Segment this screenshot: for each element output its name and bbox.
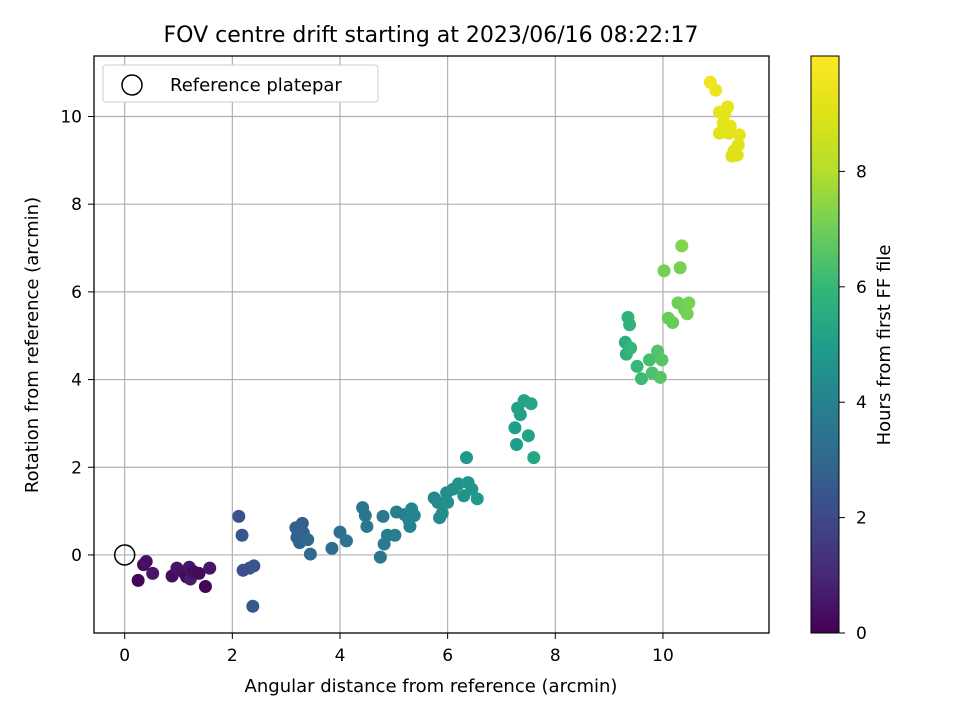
scatter-point (723, 119, 737, 133)
colorbar-tick-label: 6 (856, 278, 867, 298)
y-tick-label: 6 (71, 283, 82, 303)
x-tick-label: 8 (550, 646, 561, 666)
colorbar-gradient (810, 55, 840, 634)
scatter-point (198, 580, 212, 594)
scatter-point (325, 541, 339, 555)
scatter-point (712, 126, 726, 140)
scatter-point (407, 508, 421, 522)
x-tick-label: 2 (227, 646, 238, 666)
reference-marker-icon (113, 544, 136, 566)
scatter-point (623, 318, 637, 332)
scatter-point (246, 599, 260, 613)
scatter-point (524, 397, 538, 411)
scatter-point (521, 429, 535, 443)
scatter-point (653, 370, 667, 384)
scatter-point (403, 519, 417, 533)
y-tick-label: 0 (71, 546, 82, 566)
x-axis-label: Angular distance from reference (arcmin) (245, 676, 618, 697)
scatter-point (235, 528, 249, 542)
y-axis-ticks: 0 2 4 6 8 10 (60, 108, 94, 566)
chart-title: FOV centre drift starting at 2023/06/16 … (164, 23, 699, 48)
scatter-point (513, 408, 527, 422)
scatter-point (303, 547, 317, 561)
scatter-point (666, 316, 680, 330)
scatter-point (682, 296, 696, 310)
scatter-point (721, 100, 735, 114)
colorbar-label: Hours from first FF file (874, 245, 895, 446)
scatter-point (388, 528, 402, 542)
scatter-point (510, 437, 524, 451)
grid-lines (94, 56, 769, 633)
x-tick-label: 4 (335, 646, 346, 666)
y-tick-label: 8 (71, 195, 82, 215)
scatter-point (339, 534, 353, 548)
scatter-point (527, 451, 541, 465)
scatter-point (459, 451, 473, 465)
scatter-points (131, 75, 746, 613)
colorbar-tick-label: 2 (856, 509, 867, 529)
colorbar-tick-label: 4 (856, 393, 867, 413)
scatter-point (360, 519, 374, 533)
scatter-point (431, 495, 445, 509)
scatter-point (624, 341, 638, 355)
scatter-point (146, 566, 160, 580)
scatter-point (709, 83, 723, 97)
scatter-point (203, 561, 217, 575)
scatter-point (247, 559, 261, 573)
y-tick-label: 10 (60, 108, 82, 128)
scatter-point (657, 264, 671, 278)
scatter-point (643, 353, 657, 367)
scatter-point (470, 492, 484, 506)
scatter-point (508, 421, 522, 435)
scatter-point (680, 307, 694, 321)
colorbar: 0 2 4 6 8 Hours from first FF file (810, 55, 895, 644)
scatter-point (232, 509, 246, 523)
scatter-point (451, 477, 465, 491)
scatter-point (730, 148, 744, 162)
legend-entry-label: Reference platepar (170, 75, 342, 96)
scatter-point (732, 128, 746, 142)
scatter-point (131, 573, 145, 587)
scatter-point (731, 138, 745, 152)
x-axis-ticks: 0 2 4 6 8 10 (119, 633, 674, 666)
colorbar-tick-label: 0 (856, 624, 867, 644)
x-tick-label: 0 (119, 646, 130, 666)
scatter-point (675, 239, 689, 253)
y-tick-label: 2 (71, 458, 82, 478)
scatter-point (376, 509, 390, 523)
scatter-point (465, 482, 479, 496)
legend-box (102, 64, 379, 103)
legend-marker-icon (121, 74, 143, 96)
x-tick-label: 10 (652, 646, 674, 666)
reference-point (113, 544, 136, 566)
colorbar-tick-label: 8 (856, 162, 867, 182)
scatter-point (435, 506, 449, 520)
x-tick-label: 6 (442, 646, 453, 666)
scatter-point (655, 353, 669, 367)
scatter-point (630, 359, 644, 373)
scatter-point (139, 555, 153, 569)
y-tick-label: 4 (71, 371, 82, 391)
scatter-point (673, 261, 687, 275)
scatter-point (634, 372, 648, 386)
scatter-point (192, 566, 206, 580)
scatter-point (358, 508, 372, 522)
scatter-point (441, 495, 455, 509)
y-axis-label: Rotation from reference (arcmin) (22, 197, 43, 493)
scatter-point (373, 550, 387, 564)
scatter-point (301, 533, 315, 547)
plot-frame (93, 55, 770, 634)
scatter-point (295, 516, 309, 530)
legend: Reference platepar (102, 64, 379, 103)
colorbar-ticks: 0 2 4 6 8 (839, 162, 867, 644)
